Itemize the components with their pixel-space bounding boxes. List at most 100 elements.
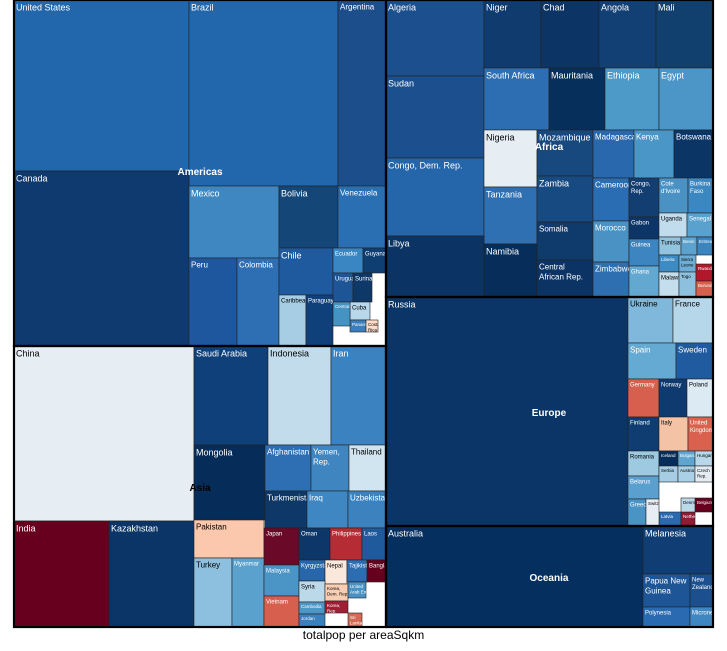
tile-label-australia: Australia [388, 529, 423, 539]
tile-label-yemen-rep: Yemen, Rep. [313, 448, 340, 467]
tile-morocco [592, 220, 630, 263]
tile-finland [627, 416, 660, 452]
tile-label-peru: Peru [191, 261, 208, 270]
tile-romania [627, 450, 660, 477]
tile-kenya [633, 129, 675, 179]
tile-label-france: France [675, 300, 700, 309]
tile-label-iceland: Iceland [661, 453, 676, 458]
tile-guinea [628, 238, 660, 267]
tile-ukraine [627, 296, 674, 344]
tile-uzbekistan [347, 490, 387, 529]
group-label-africa: Africa [535, 142, 564, 153]
tile-label-russia: Russia [388, 300, 416, 310]
tile-label-libya: Libya [388, 239, 410, 249]
tile-saudi-arabia [193, 345, 269, 446]
group-africa: Algeria Niger Chad Angola Mali Sudan South Afr… [385, 0, 714, 298]
tile-label-zambia: Zambia [539, 179, 569, 189]
tile-colombia [236, 257, 280, 347]
tile-label-chad: Chad [543, 3, 565, 13]
tile-label-united-arab-emirates: United Arab Em. [350, 584, 369, 595]
tile-label-congo-rep: Congo, Rep. [631, 182, 651, 196]
tile-congo-rep [628, 177, 660, 218]
tile-label-saudi-arabia: Saudi Arabia [196, 349, 247, 359]
tile-label-mozambique: Mozambique [539, 133, 591, 143]
tile-label-madagascar: Madagascar [595, 133, 639, 142]
tile-label-tajikistan: Tajikistan [349, 564, 374, 570]
tile-russia [385, 296, 629, 527]
tile-burkina-faso [687, 177, 714, 214]
tile-label-zimbabwe: Zimbabwe [595, 265, 632, 274]
tile-label-finland: Finland [630, 421, 650, 427]
tile-label-paraguay: Paraguay [308, 299, 334, 305]
tile-label-brazil: Brazil [191, 3, 214, 13]
tile-myanmar [231, 557, 265, 628]
tile-label-czech-rep: Czech Rep. [697, 468, 710, 479]
tile-turkmenistan [264, 490, 308, 529]
tile-label-switzerland: Switzerland [648, 501, 672, 506]
tile-united-arab-emirates [347, 581, 367, 599]
tile-label-suriname: Suriname [355, 277, 381, 283]
tile-iraq [306, 490, 349, 529]
tile-korea-rep [324, 600, 349, 614]
tile-label-korea-dem-rep: Korea, Dem. Rep. [327, 586, 349, 597]
tile-ghana [628, 265, 660, 298]
tile-label-ecuador: Ecuador [335, 252, 357, 258]
tile-central-african-rep [536, 259, 594, 298]
tile-label-ethiopia: Ethiopia [607, 71, 640, 81]
tile-label-algeria: Algeria [388, 3, 416, 13]
tile-peru [188, 257, 238, 347]
tile-label-ghana: Ghana [631, 270, 650, 276]
tile-label-melanesia: Melanesia [645, 529, 686, 539]
tile-indonesia [267, 345, 332, 446]
tile-libya [385, 235, 485, 298]
group-label-europe: Europe [532, 408, 567, 419]
tile-label-panama: Panama [352, 322, 369, 327]
tile-label-morocco: Morocco [595, 224, 626, 233]
tile-australia [385, 525, 644, 628]
tile-label-turkmenistan: Turkmenistan [267, 494, 315, 503]
group-border-oceania [384, 524, 715, 629]
tile-label-nepal: Nepal [327, 564, 343, 570]
tile-label-iran: Iran [333, 349, 349, 359]
tile-label-greece: Greece [630, 503, 650, 509]
tile-label-sri-lanka: Sri Lanka [350, 615, 363, 626]
group-americas: United States Brazil Argentina Canada Mexico… [13, 0, 387, 347]
tile-senegal [686, 212, 714, 238]
tile-label-sweden: Sweden [678, 346, 707, 355]
chart-caption: totalpop per areaSqkm [302, 628, 425, 642]
tile-label-united-states: United States [16, 3, 71, 13]
tile-oman [298, 527, 331, 561]
tile-label-central-african-rep: Central African Rep. [539, 263, 583, 282]
tile-label-thailand: Thailand [351, 448, 382, 457]
tile-sudan [385, 75, 485, 159]
tile-india [13, 520, 110, 628]
tile-label-cote-d-ivoire: Cote d'Ivoire [661, 182, 681, 196]
tile-afghanistan [264, 444, 312, 492]
tile-south-africa [483, 67, 550, 131]
tile-malaysia [263, 564, 300, 597]
tile-label-china: China [16, 349, 40, 359]
tile-label-burundi: Burundi [698, 283, 714, 288]
tile-papua-new-guinea [642, 573, 691, 608]
tile-label-tanzania: Tanzania [486, 190, 522, 200]
tile-label-iraq: Iraq [309, 494, 323, 503]
tile-label-romania: Romania [630, 455, 655, 461]
tile-label-jordan: Jordan [301, 616, 315, 621]
tile-uganda [658, 212, 688, 238]
tile-mauritania [548, 67, 606, 131]
tile-label-netherlands: Netherlands [683, 514, 708, 519]
tile-label-argentina: Argentina [340, 3, 375, 12]
tile-label-ukraine: Ukraine [630, 300, 658, 309]
group-europe: Russia Ukraine France Spain Sweden Germany Nor… [385, 296, 714, 527]
tile-label-micronesia: Micronesia [692, 611, 722, 617]
tile-label-egypt: Egypt [661, 71, 685, 81]
tile-costa-rica [365, 319, 379, 333]
tile-argentina [337, 0, 387, 187]
tile-china [13, 345, 195, 522]
tile-label-vietnam: Vietnam [266, 600, 288, 606]
tile-label-mongolia: Mongolia [196, 448, 233, 458]
tile-label-philippines: Philippines [332, 532, 361, 538]
tile-label-mali: Mali [658, 3, 675, 13]
tile-label-tunisia: Tunisia [661, 241, 681, 247]
tile-label-togo: Togo [681, 274, 691, 279]
